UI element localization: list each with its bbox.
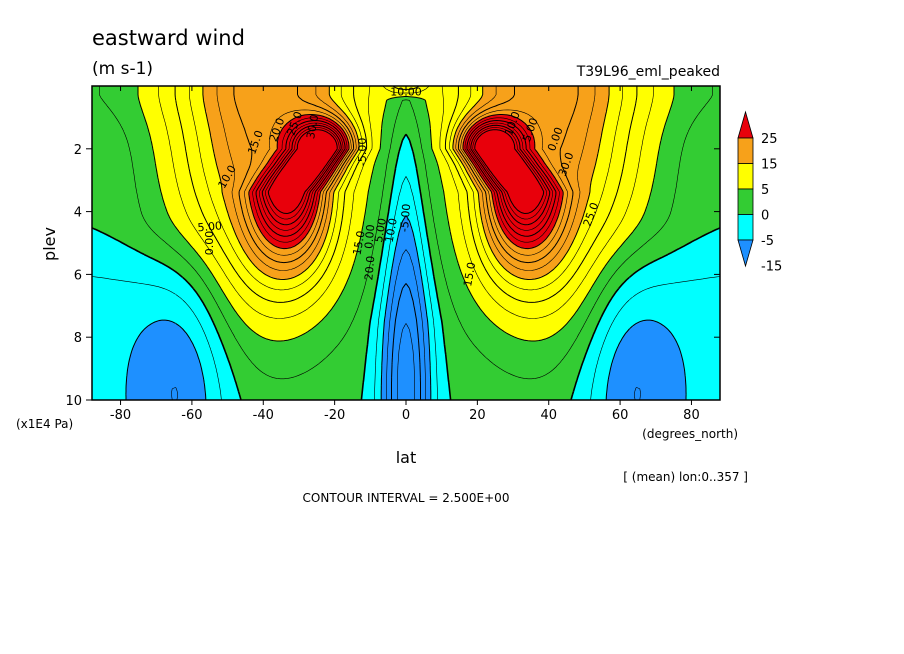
contour-line-m10	[391, 283, 421, 400]
y-tick-label: 4	[74, 206, 82, 221]
y-axis-label: plev	[40, 227, 59, 261]
contour-line-m5	[125, 215, 687, 400]
x-tick-label: 60	[612, 408, 629, 423]
contour-line-17p5	[216, 86, 596, 271]
contour-lines	[92, 86, 720, 400]
contour-line-15	[202, 86, 610, 280]
contour-line-2p5	[99, 86, 713, 380]
contour-label-group: 15.0	[461, 261, 478, 287]
contour-line-27p5	[252, 117, 560, 243]
legend-label: 5	[761, 183, 769, 198]
contour-line-35	[261, 124, 551, 226]
contour-line-22p5	[244, 109, 568, 256]
contour-label: 30.0	[304, 114, 321, 140]
x-tick-label: -20	[324, 408, 345, 423]
legend-arrow-top	[737, 110, 754, 139]
contour-line-37p5	[265, 127, 547, 220]
contour-label-group: -5.00	[356, 138, 369, 166]
contour-line-7p5	[158, 86, 654, 319]
contour-line-20	[233, 86, 579, 264]
contour-line-m7p5	[171, 249, 641, 400]
contour-label-group: 5.00	[197, 219, 223, 234]
contour-label: -5.00	[356, 138, 369, 166]
wind-field-raster	[92, 86, 720, 400]
contour-line-m2p5	[92, 176, 720, 400]
legend-swatch	[737, 214, 754, 241]
contour-interval-note: CONTOUR INTERVAL = 2.500E+00	[303, 491, 510, 505]
contour-label: 15.0	[461, 261, 478, 287]
contour-line-12p5	[189, 86, 623, 291]
legend-swatch	[737, 163, 754, 190]
contour-label-group: 10.0	[383, 217, 400, 243]
contour-line-0	[92, 133, 720, 400]
contour-label: -5.00	[398, 203, 413, 232]
legend-label: 15	[761, 158, 778, 173]
contour-label: 10.00	[390, 85, 422, 98]
plot-area	[92, 86, 720, 400]
legend-swatch	[737, 137, 754, 164]
legend-label: 25	[761, 132, 778, 147]
x-axis-label: lat	[396, 448, 417, 467]
x-axis-ticks: -80 -60 -40 -20 0 20 40 60 80	[110, 86, 700, 423]
y-tick-label: 10	[65, 394, 82, 409]
chart-title: eastward wind	[92, 26, 245, 50]
contour-label: 10.0	[383, 217, 400, 243]
contour-label: 20.0	[362, 255, 377, 281]
contour-label-group: 0.00	[362, 224, 377, 250]
y-axis-units: (x1E4 Pa)	[16, 417, 73, 431]
contour-label-group: 30.0	[304, 114, 321, 140]
y-tick-label: 8	[74, 331, 82, 346]
contour-line-32p5	[259, 122, 553, 231]
legend-label: -15	[761, 260, 782, 275]
contour-line-25	[248, 114, 564, 250]
x-tick-label: -80	[110, 408, 131, 423]
contour-label: 15.0	[351, 230, 368, 256]
color-legend: 25 15 5 0 -5 -15	[737, 110, 782, 275]
contour-label: 5.00	[197, 219, 223, 234]
x-tick-label: 0	[402, 408, 410, 423]
x-tick-label: 40	[540, 408, 557, 423]
contour-label: 0.00	[203, 231, 216, 256]
y-tick-label: 2	[74, 143, 82, 158]
contour-line-5	[137, 86, 675, 342]
contour-label-group: -5.00	[398, 203, 413, 232]
chart-units: (m s-1)	[92, 59, 153, 79]
contour-label: 0.00	[362, 224, 377, 250]
legend-label: 0	[761, 209, 769, 224]
legend-arrow-bottom	[737, 239, 754, 268]
x-tick-label: -60	[181, 408, 202, 423]
x-tick-label: 80	[683, 408, 700, 423]
contour-label-group: 10.00	[390, 85, 422, 98]
legend-label: -5	[761, 234, 774, 249]
y-tick-label: 6	[74, 268, 82, 283]
contour-line-10	[174, 86, 638, 303]
contour-line-m12p5	[397, 323, 415, 400]
contour-line-40	[267, 129, 545, 214]
x-tick-label: 20	[469, 408, 486, 423]
contour-line-30	[255, 120, 557, 237]
contour-label-group: 5.00	[372, 217, 389, 243]
contour-label: 5.00	[372, 217, 389, 243]
legend-swatch	[737, 188, 754, 215]
averaging-note: [ (mean) lon:0..357 ]	[623, 470, 748, 484]
y-axis-ticks: 2 4 6 8 10	[65, 143, 720, 409]
x-axis-units: (degrees_north)	[642, 427, 738, 441]
x-tick-label: -40	[253, 408, 274, 423]
contour-label-group: 0.00	[203, 231, 216, 256]
run-label: T39L96_eml_peaked	[576, 64, 720, 80]
contour-label-group: 15.0	[351, 230, 368, 256]
contour-label-group: 20.0	[362, 255, 377, 281]
